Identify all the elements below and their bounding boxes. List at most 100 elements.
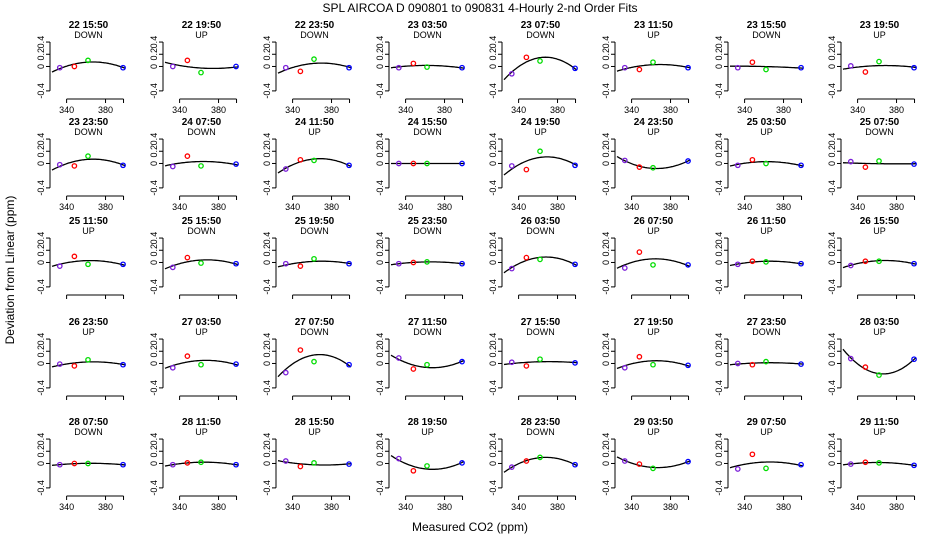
y-tick-label: 0.4 — [262, 333, 272, 346]
panel-title: 27 19:50 — [634, 317, 674, 328]
y-tick-label: 0 — [149, 461, 159, 466]
panel-direction-label: DOWN — [526, 327, 555, 337]
data-point — [650, 465, 656, 472]
y-tick-label: 0.2 — [149, 345, 159, 358]
data-point — [537, 256, 543, 263]
y-tick-label: 0.4 — [149, 433, 159, 446]
data-point — [233, 361, 239, 367]
data-point — [523, 254, 530, 261]
y-tick-label: 0.2 — [488, 48, 498, 61]
y-tick-label: 0.4 — [262, 133, 272, 146]
panel-title: 22 19:50 — [182, 20, 222, 31]
data-point — [572, 360, 578, 366]
data-point — [537, 148, 543, 155]
y-tick-label: 0.4 — [827, 133, 837, 146]
panel-title: 27 07:50 — [295, 317, 335, 328]
data-point — [734, 162, 741, 169]
y-tick-label: 0.2 — [36, 345, 46, 358]
data-point — [537, 58, 543, 64]
data-point — [876, 258, 882, 265]
data-point — [410, 160, 417, 167]
panel-title: 27 11:50 — [408, 317, 447, 328]
y-tick-label: 0 — [375, 461, 385, 466]
y-tick-label: 0.2 — [827, 445, 837, 458]
panel-direction-label: UP — [873, 427, 886, 437]
panel-direction-label: UP — [647, 327, 660, 337]
y-tick-label: 0.4 — [488, 333, 498, 346]
x-tick-label: 340 — [624, 502, 639, 512]
y-tick-label: -0.4 — [601, 279, 611, 295]
fit-curve — [277, 158, 352, 174]
panel-direction-label: UP — [873, 30, 886, 40]
y-tick-label: 0 — [601, 161, 611, 166]
data-point — [636, 249, 643, 255]
data-point — [847, 158, 854, 165]
y-tick-label: 0 — [827, 64, 837, 69]
panel-direction-label: DOWN — [187, 226, 216, 236]
y-tick-label: 0.4 — [601, 333, 611, 346]
y-tick-label: 0 — [601, 361, 611, 366]
data-point — [311, 255, 317, 262]
y-tick-label: 0 — [601, 260, 611, 265]
data-point — [395, 160, 402, 167]
panel-direction-label: UP — [82, 226, 95, 236]
x-tick-label: 380 — [550, 105, 565, 115]
y-tick-label: 0.2 — [714, 145, 724, 158]
panel-direction-label: UP — [195, 427, 208, 437]
x-tick-label: 380 — [98, 202, 113, 212]
data-point — [685, 458, 691, 465]
data-point — [508, 464, 515, 470]
y-tick-label: -0.4 — [827, 380, 837, 396]
panel-title: 25 07:50 — [860, 117, 900, 128]
data-point — [459, 358, 465, 365]
data-point — [71, 253, 78, 260]
y-tick-label: -0.4 — [36, 83, 46, 99]
x-tick-label: 340 — [285, 202, 300, 212]
y-tick-label: 0 — [827, 260, 837, 265]
data-point — [233, 63, 239, 70]
data-point — [459, 160, 465, 167]
data-point — [282, 260, 289, 267]
y-tick-label: 0.4 — [827, 433, 837, 446]
y-tick-label: 0.2 — [714, 345, 724, 358]
data-point — [233, 461, 239, 468]
y-tick-label: -0.4 — [488, 180, 498, 196]
panel-title: 28 15:50 — [295, 417, 335, 428]
data-point — [85, 460, 91, 467]
y-tick-label: 0.4 — [36, 133, 46, 146]
y-tick-label: 0.4 — [488, 433, 498, 446]
y-tick-label: 0.4 — [36, 232, 46, 245]
data-point — [346, 361, 352, 368]
y-tick-label: 0.2 — [714, 445, 724, 458]
panel-title: 22 23:50 — [295, 20, 335, 31]
fit-curve — [616, 155, 691, 170]
y-tick-label: 0 — [714, 461, 724, 466]
panel-title: 23 03:50 — [408, 20, 448, 31]
y-tick-label: 0 — [488, 161, 498, 166]
fit-curve — [503, 56, 578, 81]
data-point — [508, 163, 515, 169]
data-point — [621, 157, 628, 164]
y-tick-label: 0.4 — [149, 232, 159, 245]
y-tick-label: 0.2 — [488, 445, 498, 458]
y-tick-label: -0.4 — [601, 380, 611, 396]
fit-curve — [842, 461, 917, 467]
y-tick-label: 0.2 — [827, 145, 837, 158]
data-point — [198, 361, 204, 368]
y-tick-label: -0.4 — [827, 180, 837, 196]
y-tick-label: 0.4 — [827, 333, 837, 346]
x-tick-label: 340 — [511, 202, 526, 212]
data-point — [650, 262, 656, 268]
y-tick-label: -0.4 — [375, 279, 385, 295]
data-point — [685, 362, 691, 369]
y-tick-label: 0.2 — [262, 48, 272, 61]
